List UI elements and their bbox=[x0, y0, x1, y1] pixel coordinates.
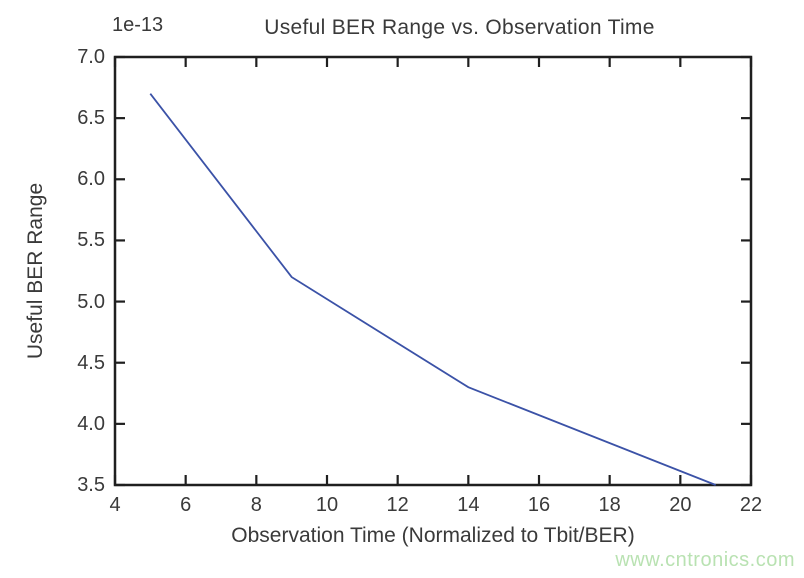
y-axis-label: Useful BER Range bbox=[24, 182, 47, 360]
y-tick-label: 7.0 bbox=[77, 46, 105, 68]
y-tick-label: 6.0 bbox=[77, 168, 105, 191]
y-tick-label: 3.5 bbox=[77, 474, 105, 496]
y-tick-label: 5.5 bbox=[77, 229, 105, 252]
x-axis-label: Observation Time (Normalized to Tbit/BER… bbox=[231, 524, 635, 547]
x-tick-label: 16 bbox=[527, 494, 551, 516]
x-tick-label: 8 bbox=[250, 494, 262, 516]
y-tick-label: 5.0 bbox=[77, 290, 105, 313]
x-tick-label: 6 bbox=[180, 494, 192, 516]
x-tick-label: 20 bbox=[669, 494, 692, 516]
axes-box bbox=[113, 55, 753, 487]
chart-title: Useful BER Range vs. Observation Time bbox=[264, 16, 655, 39]
y-tick-label: 6.5 bbox=[77, 107, 105, 130]
x-tick-label: 4 bbox=[109, 494, 121, 516]
watermark: www.cntronics.com bbox=[615, 549, 795, 571]
x-tick-label: 10 bbox=[315, 494, 339, 516]
x-tick-label: 22 bbox=[739, 494, 763, 516]
y-tick-label: 4.0 bbox=[77, 412, 105, 435]
y-axis-offset-label: 1e-13 bbox=[112, 14, 164, 36]
x-tick-label: 18 bbox=[598, 494, 621, 516]
y-tick-label: 4.5 bbox=[77, 351, 105, 374]
data-line bbox=[149, 93, 717, 486]
x-tick-label: 14 bbox=[457, 494, 480, 516]
x-tick-label: 12 bbox=[386, 494, 409, 516]
